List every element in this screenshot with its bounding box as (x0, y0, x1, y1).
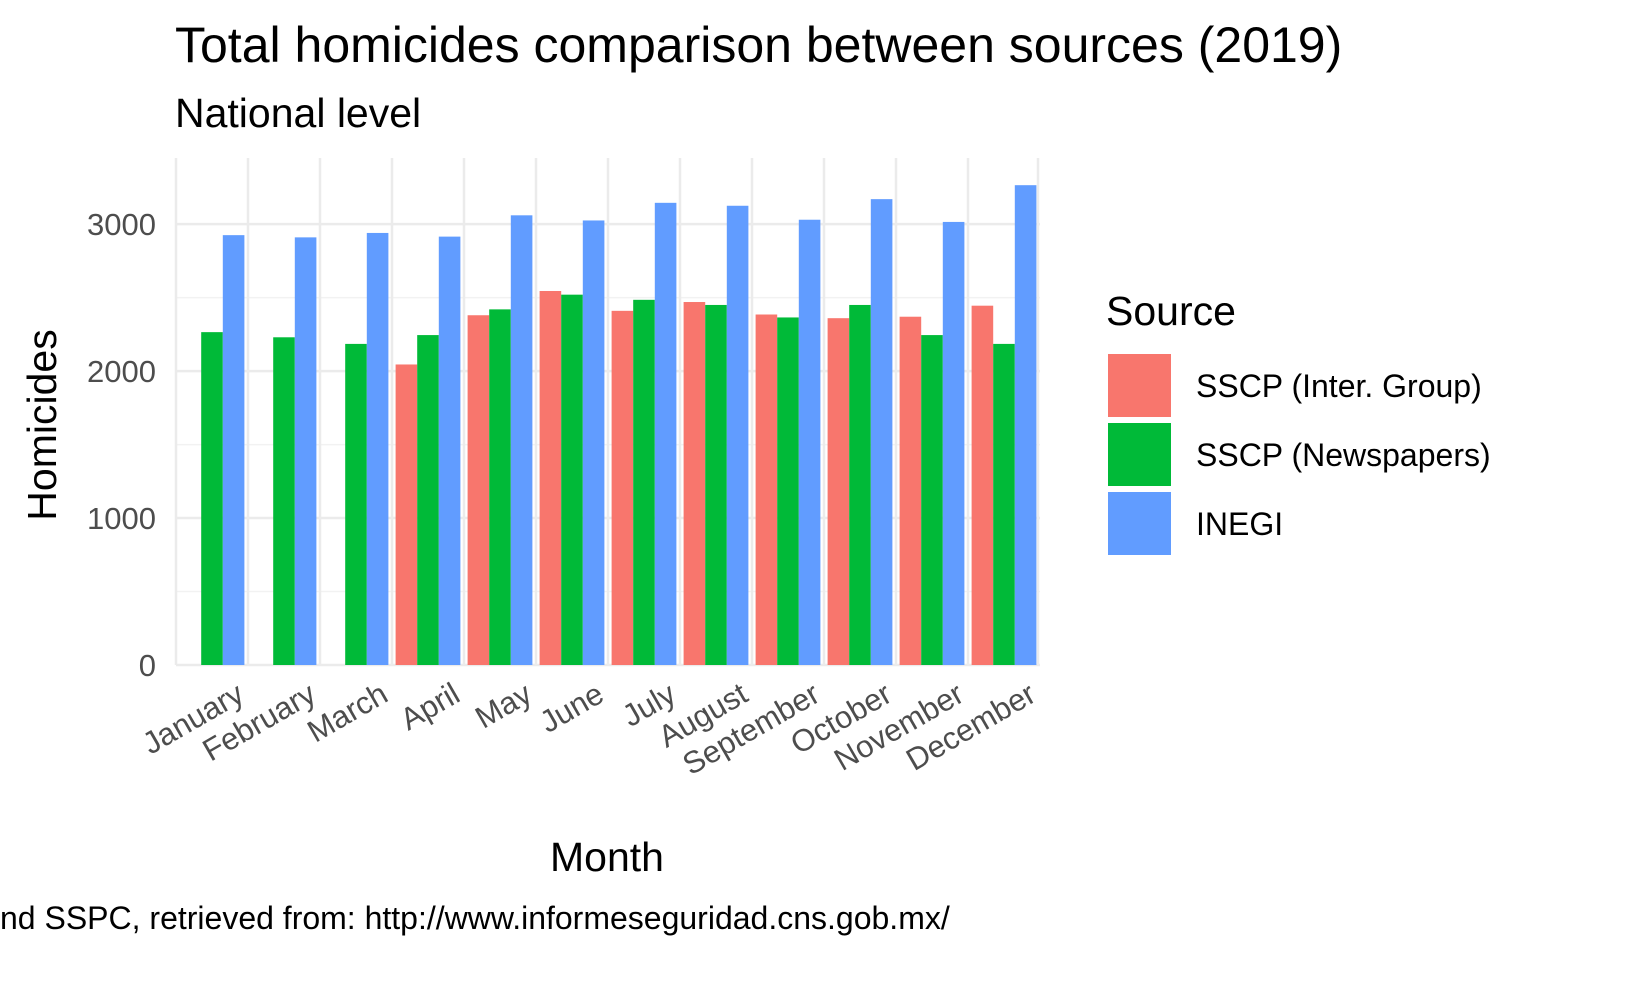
bar (539, 290, 562, 665)
legend-label: SSCP (Inter. Group) (1196, 368, 1482, 404)
legend-key (1108, 354, 1171, 417)
bar (273, 337, 295, 665)
x-tick-label: April (394, 676, 465, 737)
bar (942, 221, 965, 665)
bar (611, 310, 634, 665)
bar (705, 304, 727, 665)
y-axis-title: Homicides (19, 329, 65, 520)
bar (417, 335, 439, 665)
x-axis-title: Month (550, 834, 664, 880)
bar (395, 364, 418, 665)
bar (921, 335, 943, 665)
bar (726, 205, 749, 665)
x-tick-label: June (534, 676, 610, 740)
bar (633, 299, 655, 665)
legend-items: SSCP (Inter. Group) SSCP (Newspapers) INEG… (1108, 354, 1491, 555)
legend: Source SSCP (Inter. Group) SSCP (Newspape… (1106, 288, 1491, 555)
bar (798, 219, 821, 665)
bar (849, 304, 871, 665)
chart-caption: nd SSPC, retrieved from: http://www.info… (0, 900, 950, 936)
legend-label: SSCP (Newspapers) (1196, 437, 1491, 473)
bar (1014, 185, 1037, 665)
bar (294, 237, 317, 666)
y-tick-label: 0 (139, 648, 156, 683)
bar (683, 302, 706, 665)
y-tick-labels: 0 1000 2000 3000 (87, 207, 156, 683)
bar (510, 215, 533, 665)
legend-title: Source (1106, 288, 1236, 334)
bar (827, 318, 850, 665)
legend-key (1108, 492, 1171, 555)
bar (582, 220, 605, 665)
bar (366, 232, 389, 666)
bar (755, 314, 778, 665)
bars (201, 185, 1037, 666)
bar (222, 235, 245, 666)
bar (201, 332, 223, 665)
gridlines (174, 158, 1040, 667)
legend-label: INEGI (1196, 506, 1283, 542)
x-tick-label: May (469, 676, 538, 736)
bar (438, 236, 461, 665)
y-tick-label: 3000 (87, 207, 156, 242)
bar (654, 202, 677, 666)
bar (899, 316, 922, 665)
bar (489, 309, 511, 665)
y-tick-label: 1000 (87, 501, 156, 536)
bar (467, 315, 490, 665)
bar (870, 199, 893, 665)
chart-title: Total homicides comparison between sourc… (175, 17, 1342, 73)
legend-key (1108, 423, 1171, 486)
bar (561, 294, 583, 665)
bar (993, 343, 1015, 665)
x-tick-label: March (301, 676, 393, 749)
bar (777, 317, 799, 665)
y-tick-label: 2000 (87, 354, 156, 389)
bar (345, 343, 367, 665)
chart-subtitle: National level (175, 90, 421, 136)
bar (971, 305, 994, 665)
